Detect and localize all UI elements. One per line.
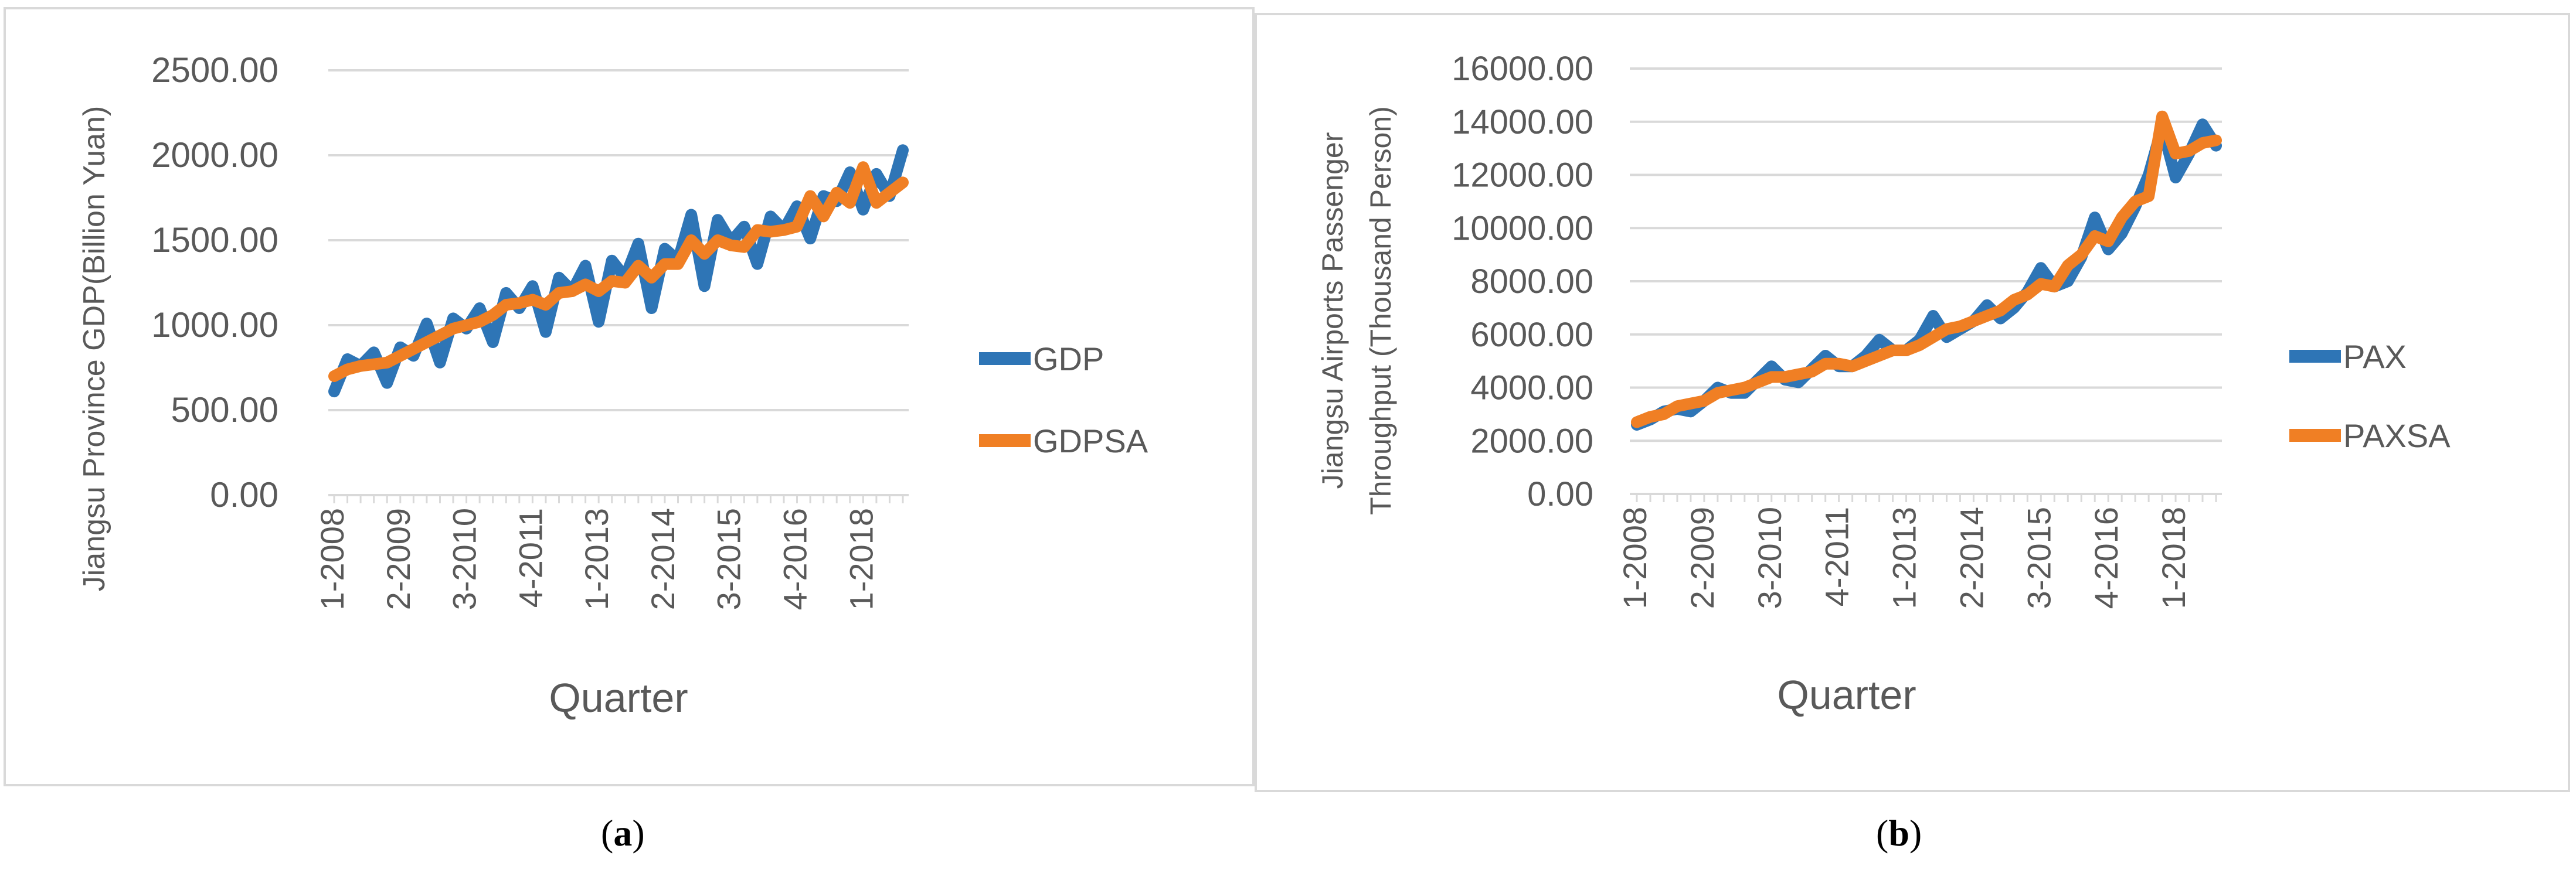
x-axis-title: Quarter bbox=[1777, 672, 1916, 718]
panel-a-frame bbox=[4, 7, 1255, 786]
caption-b-letter: b bbox=[1888, 812, 1909, 854]
x-tick-label: 1-2018 bbox=[2155, 507, 2192, 609]
y-tick-label: 6000.00 bbox=[1470, 316, 1593, 354]
chart-b: 0.00 2000.00 4000.00 6000.00 8000.00 10000.00… bbox=[1316, 50, 2451, 718]
y-tick-label: 12000.00 bbox=[1452, 156, 1593, 195]
x-tick-label: 2-2009 bbox=[1684, 507, 1721, 609]
series-line-pax bbox=[1631, 118, 2222, 431]
y-tick-label: 14000.00 bbox=[1452, 103, 1593, 141]
y-tick-label: 2000.00 bbox=[151, 135, 278, 175]
panel-b-frame bbox=[1255, 13, 2570, 792]
x-tick-label: 2-2014 bbox=[1953, 507, 1990, 609]
x-tick-label: 4-2016 bbox=[777, 508, 814, 610]
y-tick-label: 500.00 bbox=[171, 390, 278, 429]
x-tick-label: 1-2018 bbox=[842, 508, 879, 610]
y-tick-label: 8000.00 bbox=[1470, 262, 1593, 301]
x-tick-label: 1-2013 bbox=[1886, 507, 1923, 609]
x-tick-label: 4-2011 bbox=[512, 508, 549, 608]
caption-a-letter: a bbox=[613, 812, 633, 854]
x-tick-label: 2-2014 bbox=[644, 508, 681, 610]
x-tick-label: 1-2008 bbox=[314, 508, 351, 610]
y-tick-label: 0.00 bbox=[210, 475, 278, 514]
x-tick-label: 3-2010 bbox=[1751, 507, 1788, 609]
chart-a: 0.00 500.00 1000.00 1500.00 2000.00 2500.00 1… bbox=[77, 50, 1148, 721]
y-tick-label: 1000.00 bbox=[151, 305, 278, 345]
y-axis-title: Jiangsu Province GDP(Billion Yuan) bbox=[77, 106, 111, 592]
y-tick-label: 10000.00 bbox=[1452, 209, 1593, 247]
y-tick-label: 2500.00 bbox=[151, 50, 278, 90]
legend-label-pax: PAX bbox=[2343, 338, 2407, 375]
legend-label-paxsa: PAXSA bbox=[2343, 417, 2451, 454]
y-tick-label: 4000.00 bbox=[1470, 369, 1593, 407]
x-tick-label: 3-2010 bbox=[446, 508, 483, 610]
y-tick-label: 1500.00 bbox=[151, 220, 278, 260]
y-tick-label: 16000.00 bbox=[1452, 50, 1593, 88]
series-line-gdp bbox=[328, 144, 909, 398]
x-tick-label: 4-2011 bbox=[1819, 507, 1855, 606]
x-tick-label: 3-2015 bbox=[2020, 507, 2057, 609]
y-tick-label: 2000.00 bbox=[1470, 422, 1593, 460]
caption-a: (a) bbox=[601, 812, 645, 854]
legend-label-gdp: GDP bbox=[1033, 340, 1104, 377]
series-line-gdpsa bbox=[328, 161, 909, 382]
y-tick-label: 0.00 bbox=[1527, 475, 1593, 513]
y-axis-title-line1: Jiangsu Airports Passenger bbox=[1316, 132, 1349, 489]
x-axis-title: Quarter bbox=[549, 675, 688, 721]
legend-label-gdpsa: GDPSA bbox=[1033, 422, 1148, 459]
x-tick-label: 1-2008 bbox=[1616, 507, 1653, 609]
x-tick-label: 3-2015 bbox=[711, 508, 747, 610]
x-tick-label: 1-2013 bbox=[578, 508, 615, 610]
x-tick-label: 2-2009 bbox=[380, 508, 417, 610]
caption-b: (b) bbox=[1876, 812, 1922, 854]
y-axis-title-line2: Throughput (Thousand Person) bbox=[1364, 106, 1397, 515]
series-line-paxsa bbox=[1631, 110, 2222, 428]
x-tick-label: 4-2016 bbox=[2088, 507, 2125, 609]
